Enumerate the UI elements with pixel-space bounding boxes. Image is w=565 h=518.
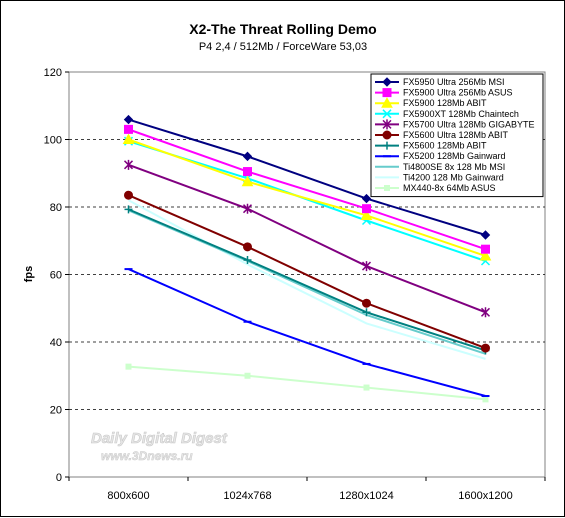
legend-item-fx5700-ultra-128mb-gigabyte: FX5700 Ultra 128Mb GIGABYTE (375, 119, 535, 130)
legend-label-fx5950-ultra-256mb-msi: FX5950 Ultra 256Mb MSI (403, 77, 505, 87)
legend-item-fx5950-ultra-256mb-msi: FX5950 Ultra 256Mb MSI (375, 77, 505, 87)
legend-marker-fx5700-ultra-128mb-gigabyte (382, 119, 392, 130)
data-point-fx5600-ultra-128mb-abit-1280x1024 (362, 298, 371, 308)
y-tick-label-120: 120 (44, 67, 62, 79)
chart-subtitle: P4 2,4 / 512Mb / ForceWare 53,03 (199, 41, 367, 53)
data-point-fx5600-128mb-abit-1280x1024 (362, 308, 371, 317)
data-point-mx440-8x-64mb-asus-1024x768 (244, 372, 251, 379)
watermark: Daily Digital Digest www.3Dnews.ru (91, 430, 228, 464)
legend-marker-fx5900xt-128mb-chaintech (382, 109, 392, 119)
y-tick-label-40: 40 (50, 337, 62, 349)
chart-title: X2-The Threat Rolling Demo (189, 21, 376, 37)
series-mx440-8x-64mb-asus (125, 363, 489, 403)
series-fx5200-128mb-gainward (124, 268, 490, 397)
data-point-fx5600-128mb-abit-800x600 (124, 205, 133, 214)
series-line-fx5200-128mb-gainward (128, 268, 486, 397)
legend-label-fx5900-ultra-256mb-asus: FX5900 Ultra 256Mb ASUS (403, 88, 513, 98)
y-axis-label: fps (23, 266, 35, 283)
series-line-fx5600-128mb-abit (128, 208, 486, 352)
series-fx5600-ultra-128mb-abit (124, 190, 490, 353)
data-point-fx5900-ultra-256mb-asus-800x600 (124, 124, 133, 134)
legend-item-ti4800se-8x-128-mb-msi: Ti4800SE 8x 128 Mb MSI (375, 162, 505, 172)
legend-label-mx440-8x-64mb-asus: MX440-8x 64Mb ASUS (403, 183, 496, 193)
series-line-fx5900-128mb-abit (128, 138, 486, 257)
y-tick-label-80: 80 (50, 202, 62, 214)
data-point-fx5700-ultra-128mb-gigabyte-1600x1200 (480, 307, 491, 318)
y-axis-ticks: 0 20 40 60 80 100 120 (44, 67, 69, 484)
legend-item-fx5900xt-128mb-chaintech: FX5900XT 128Mb Chaintech (375, 109, 519, 119)
data-point-fx5700-ultra-128mb-gigabyte-1280x1024 (361, 261, 372, 272)
series-line-fx5900-ultra-256mb-asus (128, 128, 486, 251)
legend-item-fx5900-128mb-abit: FX5900 128Mb ABIT (375, 97, 487, 108)
data-point-fx5950-ultra-256mb-msi-800x600 (123, 114, 134, 125)
x-axis-ticks: 800x600 1024x768 1280x1024 1600x1200 (68, 477, 546, 502)
data-point-fx5900-128mb-abit-800x600 (122, 133, 135, 144)
data-point-fx5900-128mb-abit-1280x1024 (360, 209, 373, 220)
series-fx5700-ultra-128mb-gigabyte (123, 159, 491, 318)
watermark-line-2: www.3Dnews.ru (101, 449, 193, 463)
series-line-fx5600-ultra-128mb-abit (128, 194, 486, 350)
legend-box (370, 73, 544, 198)
legend-label-fx5600-ultra-128mb-abit: FX5600 Ultra 128Mb ABIT (403, 130, 509, 140)
data-point-fx5900-128mb-abit-1600x1200 (479, 249, 492, 261)
data-point-fx5900-ultra-256mb-asus-1600x1200 (481, 244, 490, 254)
data-point-mx440-8x-64mb-asus-1280x1024 (363, 384, 370, 391)
x-tick-label-1600x1200: 1600x1200 (458, 490, 512, 502)
data-point-fx5600-ultra-128mb-abit-1600x1200 (481, 343, 490, 353)
data-point-fx5700-ultra-128mb-gigabyte-800x600 (123, 159, 134, 170)
x-tick-label-800x600: 800x600 (107, 490, 149, 502)
legend-item-fx5600-128mb-abit: FX5600 128Mb ABIT (375, 141, 487, 151)
legend-item-mx440-8x-64mb-asus: MX440-8x 64Mb ASUS (375, 183, 496, 193)
legend-label-ti4800se-8x-128-mb-msi: Ti4800SE 8x 128 Mb MSI (403, 162, 505, 172)
data-point-fx5700-ultra-128mb-gigabyte-1024x768 (242, 203, 253, 214)
legend-marker-mx440-8x-64mb-asus (384, 185, 390, 191)
series-line-fx5700-ultra-128mb-gigabyte (128, 163, 486, 314)
series-line-ti4200-128-mb-gainward (128, 199, 486, 360)
y-tick-label-60: 60 (50, 270, 62, 282)
data-point-fx5950-ultra-256mb-msi-1280x1024 (361, 193, 372, 204)
series-fx5900-ultra-256mb-asus (124, 124, 490, 254)
legend-label-fx5700-ultra-128mb-gigabyte: FX5700 Ultra 128Mb GIGABYTE (403, 119, 535, 129)
x-tick-label-1280x1024: 1280x1024 (339, 490, 393, 502)
x-tick-label-1024x768: 1024x768 (223, 490, 271, 502)
legend-item-fx5600-ultra-128mb-abit: FX5600 Ultra 128Mb ABIT (375, 130, 509, 140)
watermark-line-1: Daily Digital Digest (91, 430, 228, 447)
data-point-fx5600-ultra-128mb-abit-800x600 (124, 190, 133, 200)
series-fx5900-128mb-abit (122, 133, 492, 261)
data-point-fx5900-ultra-256mb-asus-1024x768 (243, 167, 252, 177)
legend-label-ti4200-128-mb-gainward: Ti4200 128 Mb Gainward (403, 172, 504, 182)
legend-label-fx5200-128mb-gainward: FX5200 128Mb Gainward (403, 151, 506, 161)
series-ti4200-128-mb-gainward (128, 199, 486, 360)
y-tick-label-20: 20 (50, 405, 62, 417)
data-point-fx5600-128mb-abit-1024x768 (243, 255, 252, 264)
legend-marker-fx5950-ultra-256mb-msi (382, 77, 392, 87)
y-tick-label-0: 0 (56, 472, 62, 484)
legend-marker-fx5900-ultra-256mb-asus (382, 88, 392, 98)
legend-label-fx5600-128mb-abit: FX5600 128Mb ABIT (403, 141, 487, 151)
data-point-fx5950-ultra-256mb-msi-1024x768 (242, 151, 253, 162)
legend-label-fx5900-128mb-abit: FX5900 128Mb ABIT (403, 98, 487, 108)
legend-marker-fx5900-128mb-abit (381, 97, 393, 108)
series-fx5950-ultra-256mb-msi (123, 114, 491, 240)
data-point-fx5900-ultra-256mb-asus-1280x1024 (362, 204, 371, 214)
legend-marker-fx5600-128mb-abit (383, 141, 391, 150)
legend-label-fx5900xt-128mb-chaintech: FX5900XT 128Mb Chaintech (403, 109, 519, 119)
data-point-fx5950-ultra-256mb-msi-1600x1200 (480, 230, 491, 240)
series-line-mx440-8x-64mb-asus (128, 365, 486, 401)
gridlines (69, 139, 545, 410)
legend-item-ti4200-128-mb-gainward: Ti4200 128 Mb Gainward (375, 172, 504, 182)
y-tick-label-100: 100 (44, 135, 62, 147)
data-point-mx440-8x-64mb-asus-1600x1200 (482, 396, 489, 403)
legend-item-fx5900-ultra-256mb-asus: FX5900 Ultra 256Mb ASUS (375, 88, 513, 98)
legend-marker-fx5600-ultra-128mb-abit (382, 130, 392, 140)
series-line-fx5950-ultra-256mb-msi (128, 118, 486, 236)
legend-item-fx5200-128mb-gainward: FX5200 128Mb Gainward (375, 151, 506, 161)
series-lines (122, 114, 492, 403)
data-point-fx5600-ultra-128mb-abit-1024x768 (243, 242, 252, 252)
data-point-mx440-8x-64mb-asus-800x600 (125, 363, 132, 370)
data-point-fx5900-128mb-abit-1024x768 (241, 175, 254, 187)
